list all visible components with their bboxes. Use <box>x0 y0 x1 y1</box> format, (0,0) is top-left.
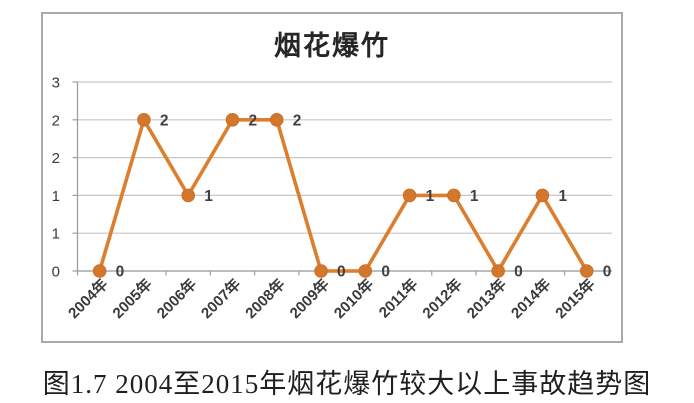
data-label: 1 <box>426 188 435 205</box>
chart-panel: 烟花爆竹 3 2 2 1 1 0 0 2 1 2 2 0 0 1 1 0 1 0 2004年 2005年 2006年 20… <box>41 12 623 343</box>
chart-title: 烟花爆竹 <box>274 31 390 61</box>
data-point <box>579 264 594 278</box>
x-tick-label: 2011年 <box>375 275 421 321</box>
x-tick-label: 2005年 <box>109 275 156 322</box>
data-point <box>535 188 550 203</box>
data-point <box>137 113 151 127</box>
data-label: 2 <box>160 112 169 129</box>
y-tick-label: 1 <box>52 188 60 205</box>
data-label: 0 <box>337 264 346 281</box>
figure-caption: 图1.7 2004至2015年烟花爆竹较大以上事故趋势图 <box>42 369 652 399</box>
data-label: 1 <box>558 188 567 205</box>
data-line <box>97 118 589 273</box>
y-tick-label: 0 <box>52 264 60 281</box>
x-tick-label: 2012年 <box>419 275 466 322</box>
data-point <box>92 264 107 278</box>
data-label: 0 <box>116 264 125 281</box>
data-label: 0 <box>381 264 390 281</box>
data-point <box>225 113 240 127</box>
data-label: 1 <box>204 188 213 205</box>
x-tick-label: 2006年 <box>153 275 200 322</box>
y-tick-label: 2 <box>52 150 60 167</box>
data-label: 2 <box>248 112 257 129</box>
x-tick-label: 2004年 <box>65 275 112 322</box>
x-tick-label: 2014年 <box>507 275 554 322</box>
data-point <box>269 113 284 127</box>
data-label: 1 <box>470 188 479 205</box>
data-label: 0 <box>514 264 523 281</box>
x-tick-label: 2007年 <box>197 275 244 322</box>
data-point <box>181 188 195 203</box>
data-point <box>402 188 417 203</box>
data-point <box>447 188 461 203</box>
data-point <box>314 264 328 278</box>
y-tick-label: 3 <box>52 75 60 92</box>
x-tick-label: 2008年 <box>242 275 289 322</box>
data-point <box>358 264 373 278</box>
data-label: 0 <box>603 264 612 281</box>
data-label: 2 <box>293 112 302 129</box>
data-point <box>491 264 505 278</box>
y-tick-label: 2 <box>52 112 60 129</box>
y-tick-label: 1 <box>52 226 60 243</box>
x-tick-label: 2009年 <box>286 275 333 322</box>
x-tick-label: 2013年 <box>463 275 510 322</box>
x-tick-label: 2015年 <box>552 275 599 322</box>
x-tick-label: 2010年 <box>330 275 377 322</box>
